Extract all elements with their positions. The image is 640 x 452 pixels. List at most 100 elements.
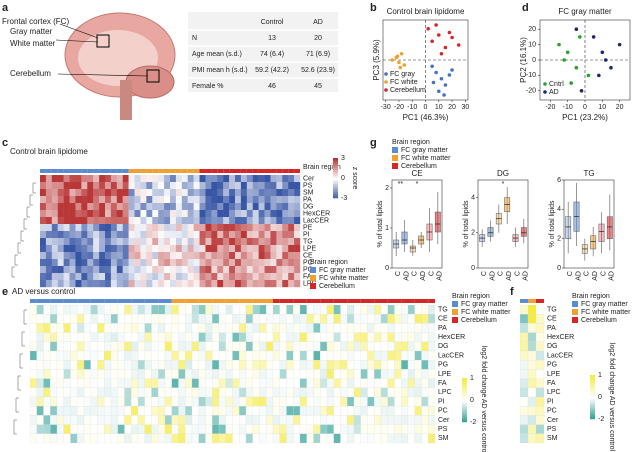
heatmap-cell bbox=[293, 304, 301, 315]
legend-swatch bbox=[384, 88, 388, 92]
heatmap-cell bbox=[164, 231, 171, 239]
heatmap-cell bbox=[69, 182, 76, 190]
heatmap-cell bbox=[110, 203, 118, 211]
heatmap-cell bbox=[519, 341, 529, 352]
heatmap-cell bbox=[36, 323, 44, 333]
heatmap-cell bbox=[56, 387, 64, 398]
heatmap-cell bbox=[57, 203, 64, 211]
heatmap-cell bbox=[401, 415, 409, 425]
heatmap-cell bbox=[264, 182, 271, 190]
heatmap-cell bbox=[45, 252, 53, 260]
heatmap-cell bbox=[232, 341, 240, 352]
legend-swatch bbox=[392, 163, 398, 169]
heatmap-cell bbox=[158, 415, 166, 425]
heatmap-cell bbox=[264, 266, 271, 274]
colorbar-step bbox=[333, 164, 338, 167]
heatmap-cell bbox=[69, 273, 76, 281]
heatmap-cell bbox=[421, 360, 429, 370]
heatmap-cell bbox=[245, 304, 253, 315]
colorbar-step bbox=[333, 180, 338, 183]
heatmap-cell bbox=[128, 203, 135, 211]
heatmap-cell bbox=[387, 350, 395, 361]
point bbox=[426, 26, 430, 31]
heatmap-cell bbox=[134, 182, 141, 190]
heatmap-cell bbox=[535, 341, 545, 352]
colorbar-step bbox=[333, 174, 338, 177]
heatmap-cell bbox=[90, 387, 98, 398]
heatmap-cell bbox=[158, 238, 165, 246]
heatmap-cell bbox=[232, 396, 240, 407]
heatmap-cell bbox=[151, 350, 159, 361]
heatmap-cell bbox=[63, 415, 71, 425]
heatmap-cell bbox=[294, 238, 301, 246]
heatmap-cell bbox=[272, 406, 280, 416]
heatmap-cell bbox=[239, 396, 247, 407]
legend-label: Cerebellum bbox=[581, 317, 617, 324]
heatmap-cell bbox=[394, 378, 402, 388]
heatmap-cell bbox=[164, 280, 171, 288]
heatmap-cell bbox=[320, 387, 328, 398]
heatmap-cell bbox=[229, 203, 236, 211]
heatmap-cell bbox=[294, 252, 301, 260]
heatmap-cell bbox=[258, 224, 265, 232]
colorbar-step bbox=[590, 401, 595, 404]
heatmap-cell bbox=[252, 314, 260, 324]
heatmap-cell bbox=[205, 387, 213, 398]
region-strip bbox=[288, 169, 295, 173]
region-strip bbox=[122, 169, 129, 173]
heatmap-cell bbox=[519, 406, 529, 416]
heatmap-cell bbox=[519, 304, 529, 315]
row-label: LPE bbox=[303, 245, 317, 252]
heatmap-cell bbox=[191, 341, 199, 352]
heatmap-cell bbox=[93, 189, 100, 197]
heatmap-cell bbox=[187, 245, 194, 253]
heatmap-cell bbox=[306, 415, 314, 425]
heatmap-cell bbox=[75, 175, 82, 183]
heatmap-cell bbox=[29, 378, 37, 388]
heatmap-cell bbox=[380, 360, 388, 370]
heatmap-cell bbox=[353, 369, 361, 379]
heatmap-cell bbox=[198, 360, 206, 370]
panel-letter: e bbox=[2, 286, 8, 298]
heatmap-cell bbox=[276, 217, 283, 225]
heatmap-cell bbox=[178, 360, 186, 370]
heatmap-cell bbox=[144, 304, 152, 315]
heatmap-cell bbox=[258, 196, 265, 204]
heatmap-cell bbox=[83, 304, 91, 315]
heatmap-cell bbox=[164, 360, 172, 370]
heatmap-cell bbox=[146, 259, 153, 267]
heatmap-cell bbox=[259, 387, 267, 398]
heatmap-cell bbox=[535, 424, 545, 434]
region-strip bbox=[212, 299, 219, 303]
heatmap-cell bbox=[235, 259, 242, 267]
heatmap-cell bbox=[229, 196, 236, 204]
heatmap-cell bbox=[212, 406, 220, 416]
heatmap-cell bbox=[152, 196, 159, 204]
colorbar-step bbox=[590, 416, 595, 420]
heatmap-cell bbox=[272, 350, 280, 361]
point bbox=[398, 65, 403, 70]
heatmap-cell bbox=[134, 266, 141, 274]
heatmap-cell bbox=[50, 341, 58, 352]
heatmap-cell bbox=[77, 323, 85, 333]
heatmap-cell bbox=[124, 360, 132, 370]
heatmap-cell bbox=[252, 189, 259, 197]
heatmap-cell bbox=[240, 273, 248, 281]
x-tick-label: C bbox=[514, 271, 521, 276]
point bbox=[395, 54, 400, 59]
heatmap-cell bbox=[535, 323, 545, 333]
heatmap-cell bbox=[29, 332, 37, 342]
heatmap-cell bbox=[272, 369, 280, 379]
heatmap-cell bbox=[124, 369, 132, 379]
colorbar-step bbox=[333, 192, 338, 195]
heatmap-cell bbox=[105, 273, 112, 281]
heatmap-cell bbox=[264, 196, 271, 204]
region-strip bbox=[178, 299, 186, 303]
heatmap-cell bbox=[235, 245, 242, 253]
heatmap-cell bbox=[69, 189, 76, 197]
heatmap-cell bbox=[414, 406, 422, 416]
heatmap-cell bbox=[387, 304, 395, 315]
heatmap-cell bbox=[252, 217, 259, 225]
heatmap-cell bbox=[394, 323, 402, 333]
